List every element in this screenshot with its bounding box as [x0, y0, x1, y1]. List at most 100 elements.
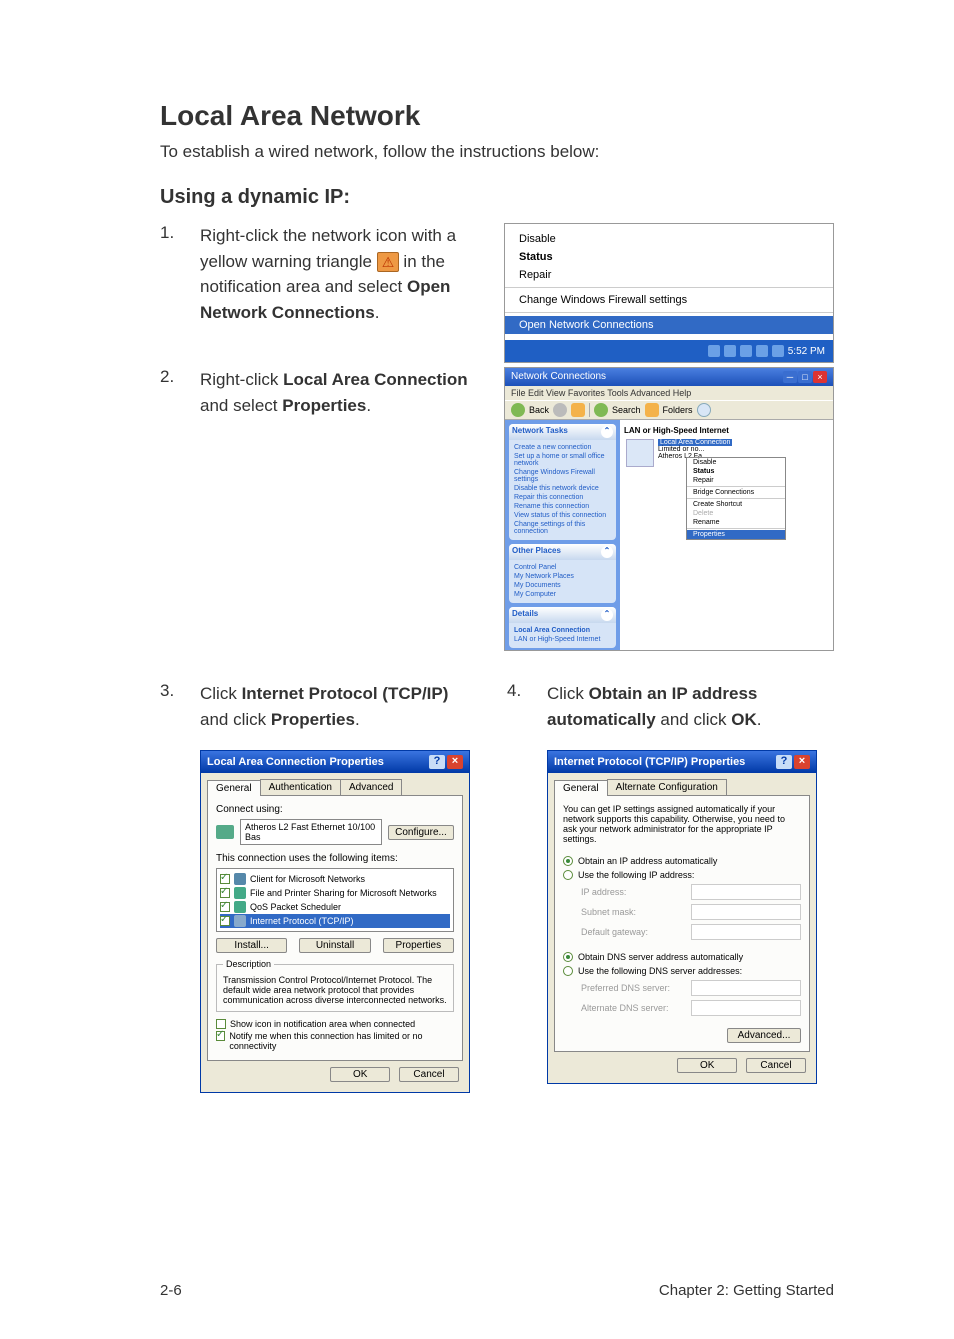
nic-name: Atheros L2 Fast Ethernet 10/100 Bas: [240, 819, 382, 845]
chevron-icon[interactable]: ⌃: [601, 426, 613, 438]
checkbox-show-icon[interactable]: [216, 1019, 226, 1029]
step-number: 1.: [160, 223, 200, 325]
cancel-button[interactable]: Cancel: [399, 1067, 459, 1082]
dialog-title: Internet Protocol (TCP/IP) Properties: [554, 756, 745, 768]
back-icon[interactable]: [511, 403, 525, 417]
dialog-buttons[interactable]: ?×: [774, 755, 810, 769]
dialog-buttons[interactable]: ?×: [427, 755, 463, 769]
radio-auto-dns[interactable]: [563, 952, 573, 962]
ok-button[interactable]: OK: [677, 1058, 737, 1073]
tcpip-icon: [234, 915, 246, 927]
components-list[interactable]: Client for Microsoft Networks File and P…: [216, 868, 454, 932]
folders-icon[interactable]: [645, 403, 659, 417]
checkbox[interactable]: [220, 916, 230, 926]
tab-general[interactable]: General: [554, 780, 608, 796]
checkbox[interactable]: [220, 902, 230, 912]
advanced-button[interactable]: Advanced...: [727, 1028, 801, 1043]
mask-field: [691, 904, 801, 920]
uninstall-button[interactable]: Uninstall: [299, 938, 370, 953]
chapter-label: Chapter 2: Getting Started: [659, 1282, 834, 1299]
ctx-repair[interactable]: Repair: [687, 476, 785, 485]
place-link[interactable]: My Computer: [514, 590, 611, 599]
ctx-rename[interactable]: Rename: [687, 518, 785, 527]
task-link[interactable]: Create a new connection: [514, 443, 611, 452]
detail-line: LAN or High-Speed Internet: [514, 635, 611, 644]
install-button[interactable]: Install...: [216, 938, 287, 953]
dns1-field: [691, 980, 801, 996]
cancel-button[interactable]: Cancel: [746, 1058, 806, 1073]
tcpip-description: You can get IP settings assigned automat…: [563, 804, 801, 844]
menu-item-firewall[interactable]: Change Windows Firewall settings: [505, 291, 833, 309]
description-group: Description Transmission Control Protoco…: [216, 959, 454, 1012]
qos-icon: [234, 901, 246, 913]
ctx-delete: Delete: [687, 509, 785, 518]
chevron-icon[interactable]: ⌃: [601, 546, 613, 558]
tab-advanced[interactable]: Advanced: [340, 779, 402, 795]
share-icon: [234, 887, 246, 899]
tab-authentication[interactable]: Authentication: [260, 779, 341, 795]
menu-item-open-connections[interactable]: Open Network Connections: [505, 316, 833, 334]
views-icon[interactable]: [697, 403, 711, 417]
forward-icon[interactable]: [553, 403, 567, 417]
connection-name: Local Area Connection: [658, 439, 732, 446]
checkbox[interactable]: [220, 888, 230, 898]
category-header: LAN or High-Speed Internet: [624, 424, 829, 437]
system-tray: 5:52 PM: [505, 340, 833, 362]
menubar[interactable]: File Edit View Favorites Tools Advanced …: [505, 386, 833, 400]
figure-tray-menu: Disable Status Repair Change Windows Fir…: [504, 223, 834, 363]
panel-header[interactable]: Network Tasks: [512, 426, 568, 438]
tab-alternate[interactable]: Alternate Configuration: [607, 779, 727, 795]
search-icon[interactable]: [594, 403, 608, 417]
task-link[interactable]: Set up a home or small office network: [514, 452, 611, 468]
task-link[interactable]: Change settings of this connection: [514, 520, 611, 536]
panel-header[interactable]: Other Places: [512, 546, 561, 558]
task-link[interactable]: Change Windows Firewall settings: [514, 468, 611, 484]
properties-button[interactable]: Properties: [383, 938, 454, 953]
step-text: Click Obtain an IP address automatically…: [547, 681, 834, 732]
tray-clock: 5:52 PM: [788, 346, 825, 357]
window-buttons[interactable]: ─□×: [782, 371, 827, 383]
panel-header[interactable]: Details: [512, 609, 538, 621]
step-text: Right-click the network icon with a yell…: [200, 223, 484, 325]
ctx-bridge[interactable]: Bridge Connections: [687, 488, 785, 497]
step-text: Right-click Local Area Connection and se…: [200, 367, 484, 418]
ctx-shortcut[interactable]: Create Shortcut: [687, 500, 785, 509]
task-link[interactable]: Disable this network device: [514, 484, 611, 493]
page-number: 2-6: [160, 1282, 182, 1299]
menu-item-status[interactable]: Status: [505, 248, 833, 266]
ctx-properties[interactable]: Properties: [687, 530, 785, 539]
task-link[interactable]: Repair this connection: [514, 493, 611, 502]
ctx-disable[interactable]: Disable: [687, 458, 785, 467]
figure-tcpip-properties: Internet Protocol (TCP/IP) Properties ?×…: [547, 750, 817, 1084]
place-link[interactable]: My Network Places: [514, 572, 611, 581]
chevron-icon[interactable]: ⌃: [601, 609, 613, 621]
step-number: 4.: [507, 681, 547, 732]
place-link[interactable]: My Documents: [514, 581, 611, 590]
radio-manual-dns[interactable]: [563, 966, 573, 976]
menu-item-disable[interactable]: Disable: [505, 230, 833, 248]
tray-icon: [772, 345, 784, 357]
ctx-status[interactable]: Status: [687, 467, 785, 476]
up-icon[interactable]: [571, 403, 585, 417]
ok-button[interactable]: OK: [330, 1067, 390, 1082]
radio-auto-ip[interactable]: [563, 856, 573, 866]
toolbar[interactable]: Back Search Folders: [505, 400, 833, 420]
task-link[interactable]: Rename this connection: [514, 502, 611, 511]
connection-icon: [626, 439, 654, 467]
place-link[interactable]: Control Panel: [514, 563, 611, 572]
checkbox[interactable]: [220, 874, 230, 884]
label-mask: Subnet mask:: [581, 907, 691, 917]
nic-icon: [216, 825, 234, 839]
dialog-title: Local Area Connection Properties: [207, 756, 384, 768]
checkbox-notify[interactable]: [216, 1031, 225, 1041]
page-title: Local Area Network: [160, 100, 834, 132]
figure-network-connections: Network Connections ─□× File Edit View F…: [504, 367, 834, 651]
label-ip: IP address:: [581, 887, 691, 897]
warning-triangle-icon: [377, 252, 399, 272]
radio-manual-ip[interactable]: [563, 870, 573, 880]
tab-general[interactable]: General: [207, 780, 261, 796]
configure-button[interactable]: Configure...: [388, 825, 454, 840]
label-uses: This connection uses the following items…: [216, 853, 454, 864]
task-link[interactable]: View status of this connection: [514, 511, 611, 520]
menu-item-repair[interactable]: Repair: [505, 266, 833, 284]
